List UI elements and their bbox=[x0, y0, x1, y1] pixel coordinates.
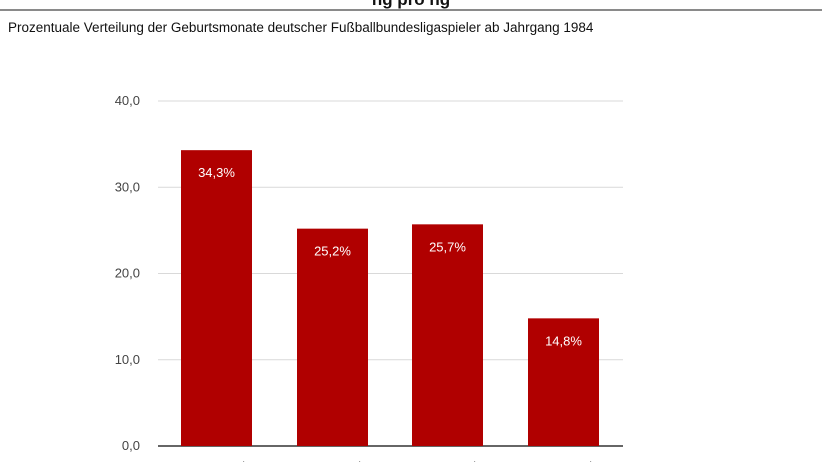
bar-data-label: 14,8% bbox=[545, 333, 582, 348]
bar-data-label: 34,3% bbox=[198, 165, 235, 180]
y-tick-label: 40,0 bbox=[115, 93, 140, 108]
y-tick-label: 0,0 bbox=[122, 438, 140, 453]
bar bbox=[181, 150, 252, 446]
x-category-label: 2. Quartal bbox=[304, 459, 361, 462]
x-category-label: 4. Quartal bbox=[535, 459, 592, 462]
y-tick-label: 10,0 bbox=[115, 352, 140, 367]
y-tick-label: 30,0 bbox=[115, 179, 140, 194]
page-heading-cropped: ng pro ng bbox=[0, 0, 822, 10]
bar bbox=[297, 228, 368, 446]
bar-data-label: 25,2% bbox=[314, 244, 351, 259]
x-category-label: 3. Quartal bbox=[419, 459, 476, 462]
labels: 0,0 10,0 20,0 30,0 40,0 34,3% 1. Quartal 25,2% 2… bbox=[115, 93, 592, 462]
y-tick-label: 20,0 bbox=[115, 266, 140, 281]
bar bbox=[412, 224, 483, 446]
bar bbox=[528, 318, 599, 446]
bar-data-label: 25,7% bbox=[429, 239, 466, 254]
header-divider bbox=[0, 9, 822, 11]
x-category-label: 1. Quartal bbox=[188, 459, 245, 462]
chart-title: Prozentuale Verteilung der Geburtsmonate… bbox=[8, 20, 594, 35]
bars bbox=[181, 150, 599, 446]
